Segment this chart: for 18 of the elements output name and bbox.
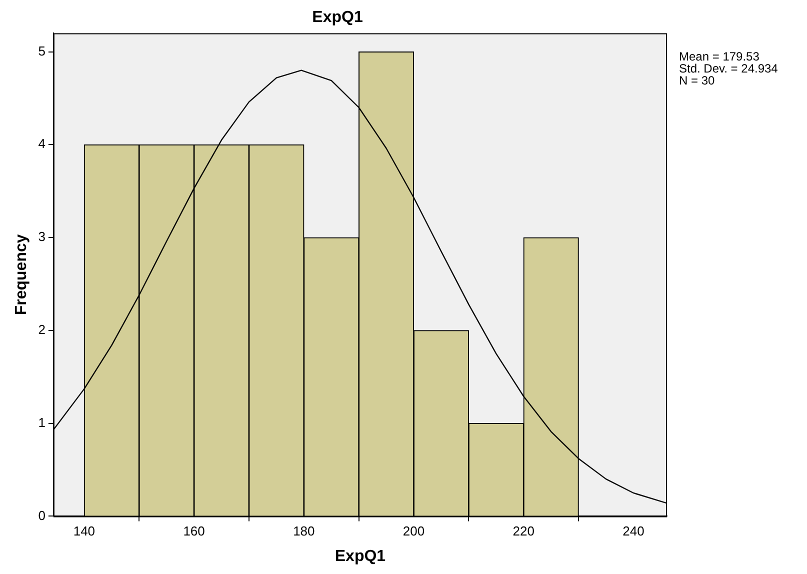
x-tick-label: 140 bbox=[73, 524, 96, 539]
y-tick-label: 2 bbox=[38, 322, 46, 338]
y-tick-label: 1 bbox=[38, 414, 46, 430]
y-tick-label: 0 bbox=[38, 508, 46, 523]
y-tick-label: 3 bbox=[38, 229, 46, 244]
x-tick-label: 220 bbox=[512, 524, 534, 539]
text: Std. Dev. = 24.934 bbox=[679, 62, 778, 76]
y-tick-label: 4 bbox=[38, 136, 46, 152]
x-tick-label: 240 bbox=[622, 524, 644, 539]
x-axis-title: ExpQ1 bbox=[334, 548, 386, 565]
text: Mean = 179.53 bbox=[679, 50, 760, 64]
y-tick-label: 5 bbox=[38, 43, 46, 58]
text: N = 30 bbox=[679, 74, 716, 88]
x-tick-label: 160 bbox=[183, 524, 205, 539]
x-tick-label: 180 bbox=[293, 524, 315, 539]
chart-title: ExpQ1 bbox=[312, 9, 363, 26]
x-tick-label: 200 bbox=[402, 524, 425, 539]
y-axis-title: Frequency bbox=[13, 234, 30, 316]
